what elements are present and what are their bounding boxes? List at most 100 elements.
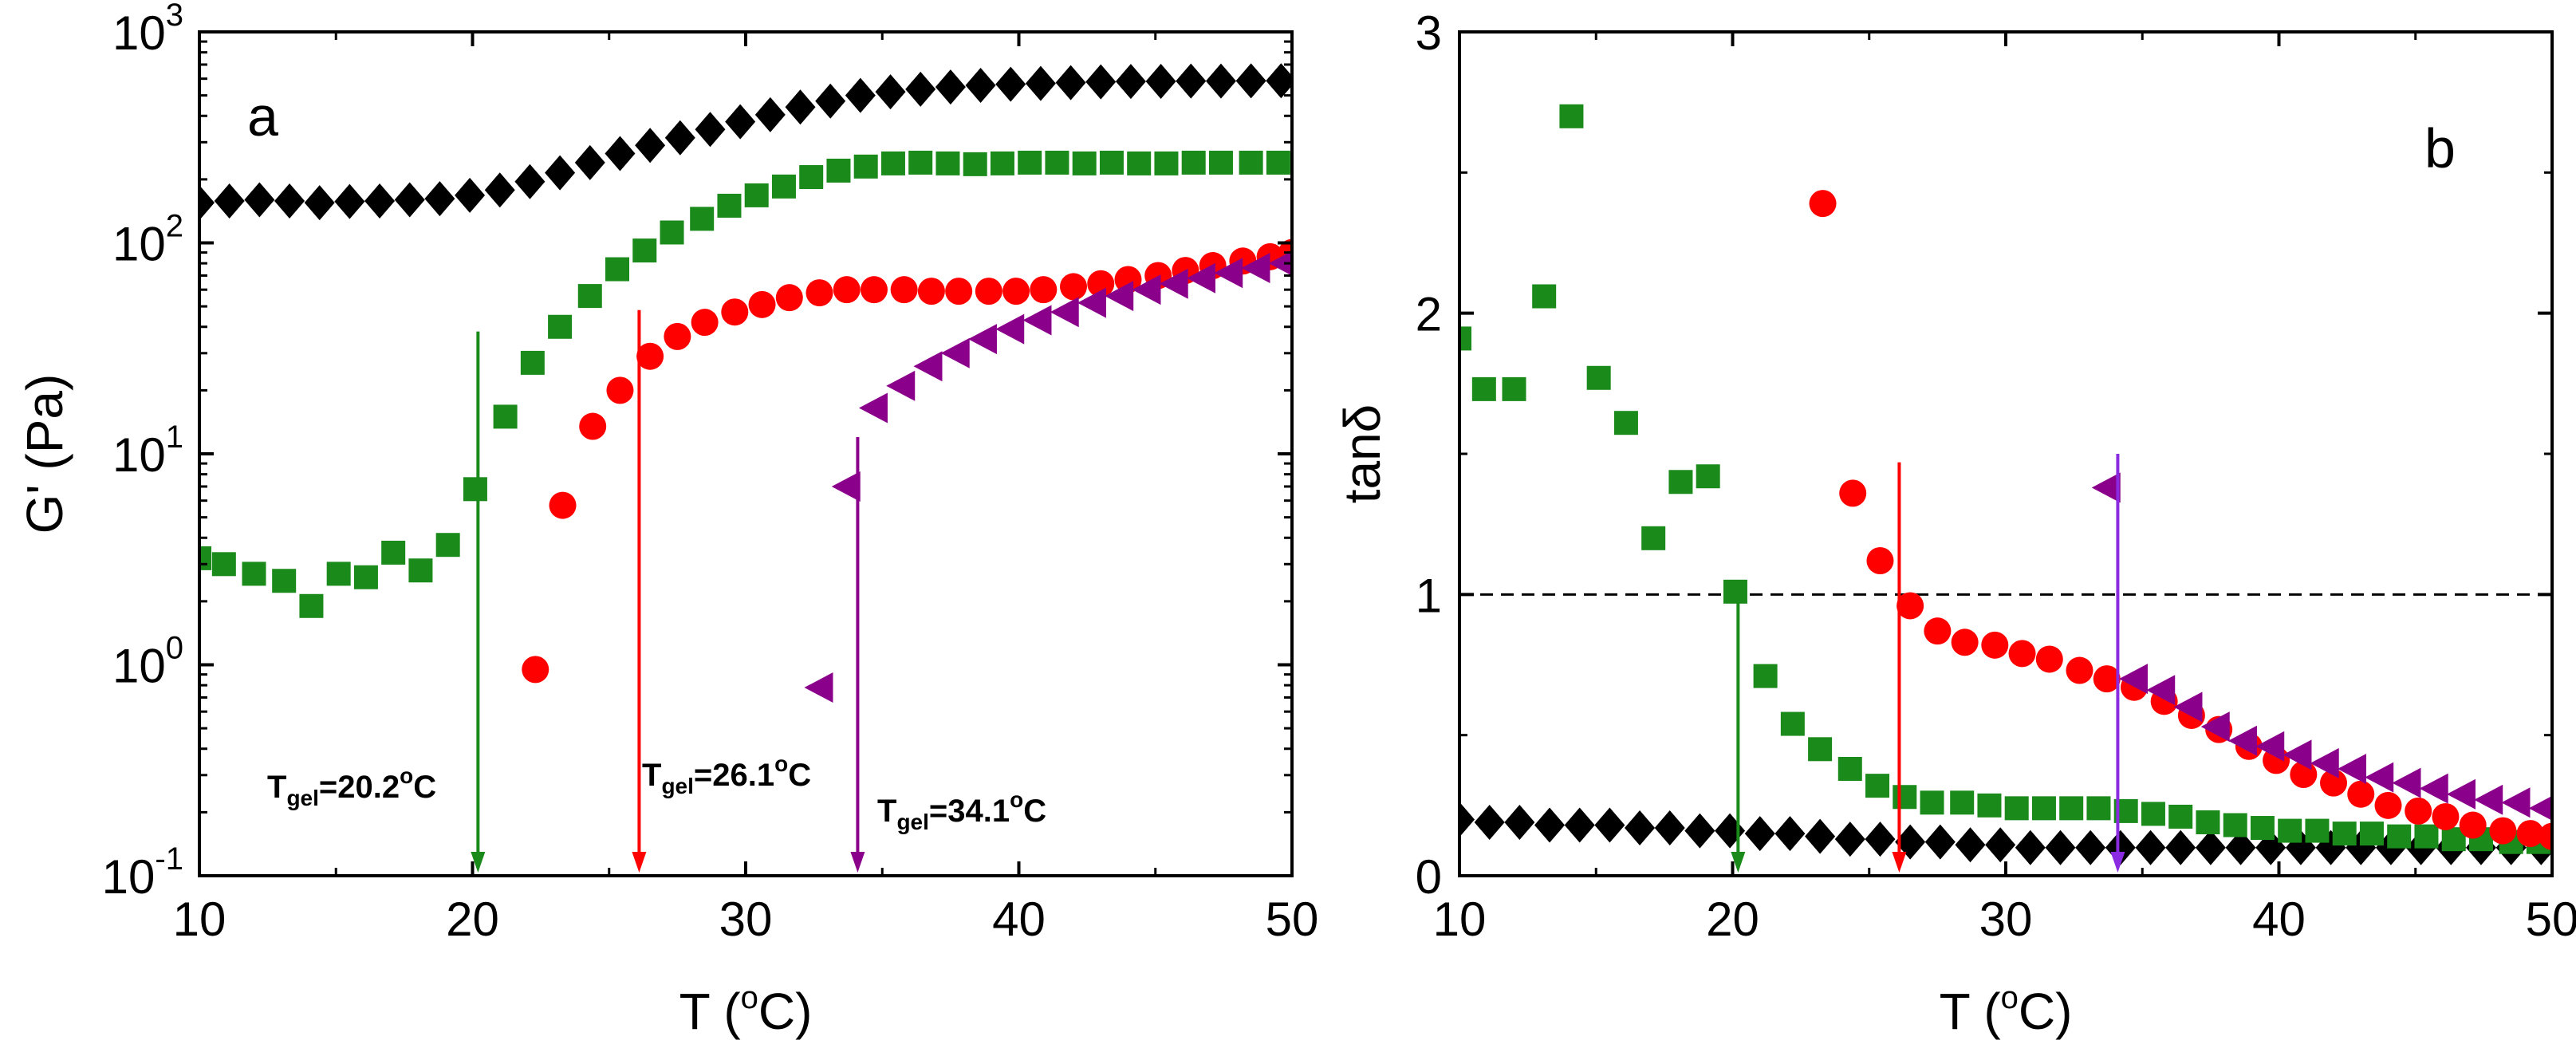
black-diamonds-point	[455, 177, 486, 213]
green-squares-point	[548, 314, 573, 339]
purple-triangles-point	[2200, 711, 2230, 743]
purple-triangles-point	[940, 337, 970, 368]
green-squares-point	[1127, 151, 1152, 175]
purple-triangles-point	[831, 471, 861, 502]
black-diamonds-point	[514, 164, 546, 199]
x-tick-label: 20	[1706, 893, 1759, 946]
tgel-arrow-0-head	[471, 852, 486, 873]
black-diamonds-point	[274, 183, 305, 219]
black-diamonds-point	[1834, 822, 1865, 857]
panel-letter: b	[2424, 117, 2456, 179]
green-squares-point	[299, 593, 324, 618]
black-diamonds-point	[905, 71, 936, 107]
green-squares-point	[211, 552, 236, 577]
purple-triangles-point	[2365, 762, 2394, 793]
y-tick-label: 103	[112, 0, 183, 60]
purple-triangles-point	[2392, 767, 2421, 798]
green-squares-point	[1865, 774, 1890, 798]
green-squares-point	[2359, 822, 2384, 846]
red-circles-point	[1951, 629, 1979, 656]
black-diamonds-point	[1955, 827, 1986, 863]
black-diamonds-point	[244, 182, 275, 218]
red-circles-point	[775, 284, 803, 312]
red-circles-point	[945, 278, 973, 305]
y-tick-base: 10	[102, 850, 156, 904]
black-diamonds-point	[815, 83, 846, 119]
tgel-arrow-1-head	[1892, 852, 1907, 873]
red-circles-point	[1809, 190, 1837, 218]
red-circles-point	[1981, 631, 2009, 659]
red-circles-point	[2093, 665, 2121, 693]
black-diamonds-point	[484, 172, 515, 208]
black-diamonds-point	[1985, 827, 2016, 863]
green-squares-point	[2141, 802, 2165, 826]
annot-sub: gel	[286, 786, 318, 810]
black-diamonds-point	[545, 155, 576, 191]
x-axis-title-degree: o	[2001, 980, 2019, 1015]
black-diamonds-point	[199, 185, 215, 221]
tgel-arrow-0-head	[1731, 852, 1746, 873]
purple-triangles-point	[858, 392, 888, 424]
x-tick-label: 20	[446, 893, 499, 946]
black-diamonds-point	[2225, 829, 2256, 865]
red-circles-point	[1866, 547, 1894, 575]
green-squares-point	[1154, 151, 1179, 175]
series-green-squares	[199, 150, 1290, 618]
green-squares-point	[1532, 284, 1557, 309]
black-diamonds-point	[635, 128, 666, 164]
red-circles-point	[606, 376, 634, 404]
black-diamonds-point	[1266, 63, 1292, 99]
black-diamonds-point	[1625, 810, 1656, 846]
red-circles-point	[1839, 479, 1867, 507]
annot-degree: o	[1010, 787, 1023, 812]
green-squares-point	[2168, 804, 2193, 829]
red-circles-point	[636, 342, 664, 370]
annot-value: =20.2	[319, 770, 400, 805]
black-diamonds-point	[424, 181, 455, 217]
purple-triangles-point	[1241, 253, 1270, 284]
black-diamonds-point	[1176, 63, 1207, 99]
red-circles-point	[1114, 266, 1142, 294]
green-squares-point	[1099, 150, 1124, 175]
red-circles-point	[1897, 592, 1924, 620]
green-squares-point	[1641, 526, 1666, 550]
black-diamonds-point	[1145, 63, 1176, 99]
black-diamonds-point	[2015, 829, 2046, 865]
green-squares-point	[1696, 464, 1720, 489]
plot-frame	[1458, 30, 2554, 877]
y-tick-label: 0	[1416, 850, 1442, 904]
red-circles-point	[890, 276, 918, 304]
red-circles-point	[833, 276, 861, 304]
y-tick-exponent: 3	[166, 0, 183, 33]
purple-triangles-point	[2446, 778, 2476, 810]
black-diamonds-point	[2195, 829, 2226, 865]
purple-triangles-point	[913, 351, 943, 382]
green-squares-point	[1239, 150, 1263, 175]
purple-triangles-point	[1186, 262, 1215, 294]
annot-main: T	[642, 758, 661, 793]
annot-unit: C	[788, 758, 811, 793]
annot-sub: gel	[661, 774, 693, 798]
green-squares-point	[1613, 411, 1638, 435]
black-diamonds-point	[1564, 807, 1595, 843]
series-purple-triangles	[804, 250, 1292, 703]
red-circles-point	[2405, 797, 2432, 825]
red-circles-point	[579, 412, 607, 440]
purple-triangles-point	[2337, 753, 2366, 784]
green-squares-point	[880, 151, 905, 175]
x-tick-label: 30	[1979, 893, 2033, 946]
black-diamonds-point	[785, 89, 816, 125]
red-circles-point	[1030, 276, 1058, 304]
green-squares-point	[326, 562, 351, 586]
red-circles-point	[2066, 656, 2093, 684]
x-tick-label: 40	[2252, 893, 2306, 946]
black-diamonds-point	[1025, 65, 1056, 101]
purple-triangles-point	[2528, 795, 2552, 821]
red-circles-point	[2489, 817, 2517, 845]
green-squares-point	[771, 174, 796, 199]
black-diamonds-point	[1774, 816, 1806, 852]
black-diamonds-point	[394, 182, 425, 218]
y-tick-exponent: -1	[155, 841, 183, 877]
